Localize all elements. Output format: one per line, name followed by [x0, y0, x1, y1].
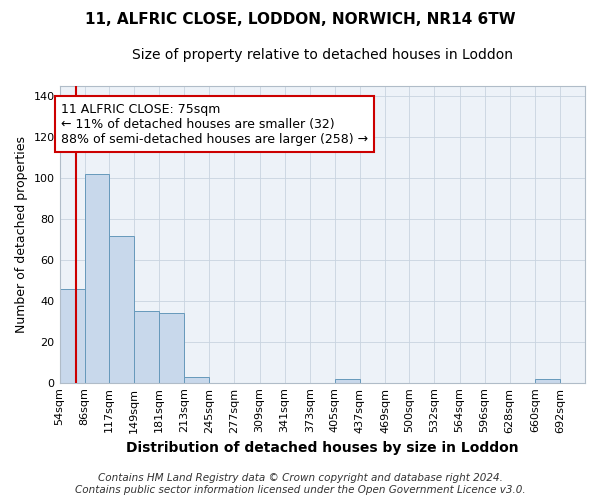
X-axis label: Distribution of detached houses by size in Loddon: Distribution of detached houses by size … [126, 441, 518, 455]
Bar [109, 236, 134, 382]
Bar [159, 313, 184, 382]
Bar [134, 311, 159, 382]
Bar [59, 288, 85, 382]
Text: 11, ALFRIC CLOSE, LODDON, NORWICH, NR14 6TW: 11, ALFRIC CLOSE, LODDON, NORWICH, NR14 … [85, 12, 515, 28]
Text: 11 ALFRIC CLOSE: 75sqm
← 11% of detached houses are smaller (32)
88% of semi-det: 11 ALFRIC CLOSE: 75sqm ← 11% of detached… [61, 102, 368, 146]
Bar [335, 378, 360, 382]
Bar [85, 174, 109, 382]
Title: Size of property relative to detached houses in Loddon: Size of property relative to detached ho… [132, 48, 513, 62]
Y-axis label: Number of detached properties: Number of detached properties [15, 136, 28, 333]
Bar [535, 378, 560, 382]
Bar [184, 376, 209, 382]
Text: Contains HM Land Registry data © Crown copyright and database right 2024.
Contai: Contains HM Land Registry data © Crown c… [74, 474, 526, 495]
